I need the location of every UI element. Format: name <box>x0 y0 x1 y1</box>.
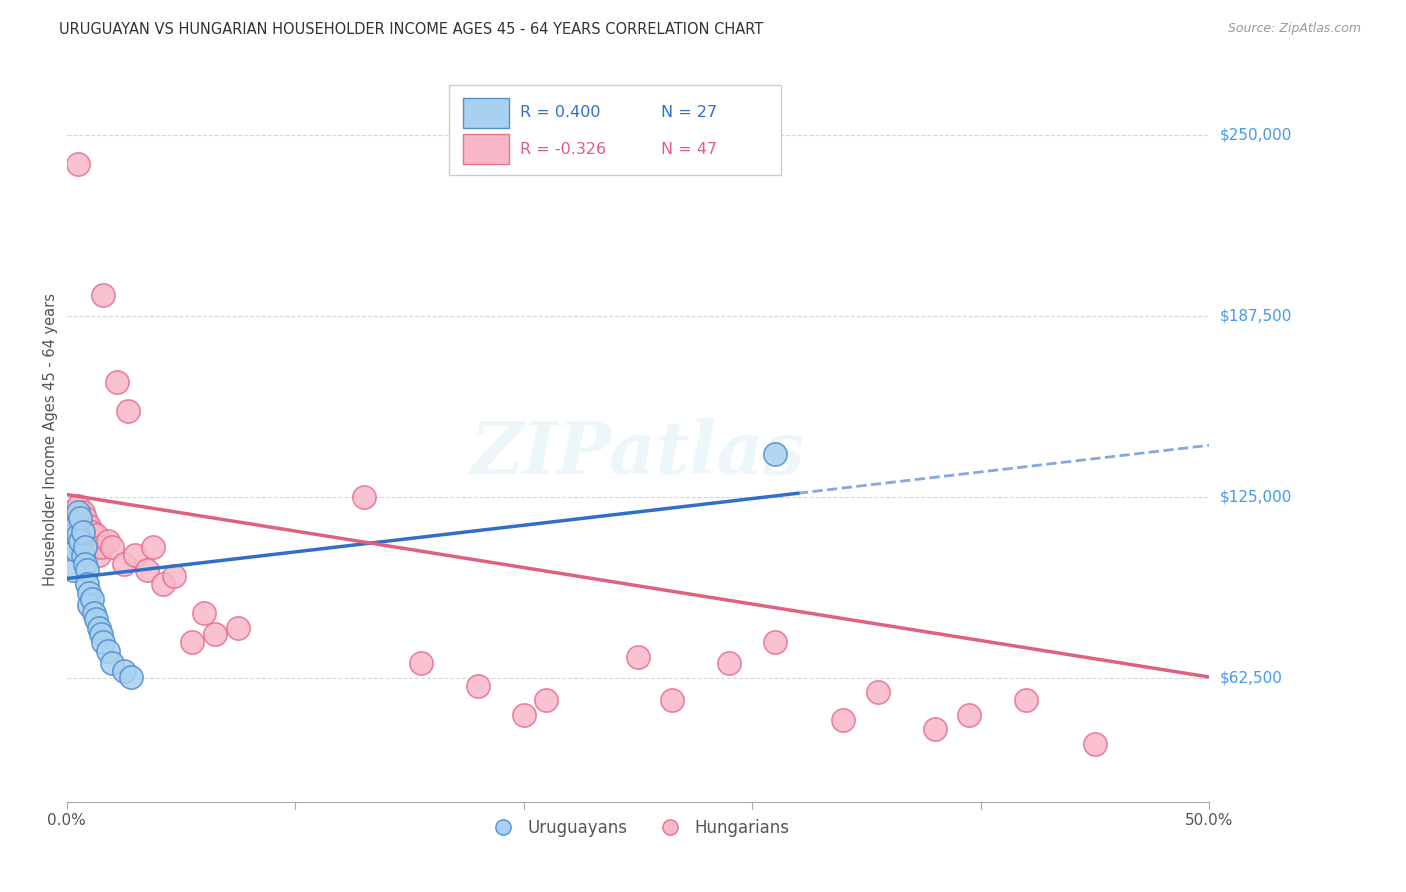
Point <box>120 670 142 684</box>
Point <box>62 519 84 533</box>
Point <box>83 540 105 554</box>
Point <box>73 540 96 554</box>
Point <box>72 528 94 542</box>
Point <box>866 684 889 698</box>
Point <box>152 577 174 591</box>
Point <box>90 540 112 554</box>
Point <box>193 607 215 621</box>
Point <box>80 525 103 540</box>
Point <box>79 598 101 612</box>
Text: $187,500: $187,500 <box>1220 309 1292 324</box>
Point <box>117 403 139 417</box>
Point <box>79 540 101 554</box>
Point <box>957 707 980 722</box>
Point <box>66 157 89 171</box>
Point <box>112 665 135 679</box>
Point <box>79 519 101 533</box>
Point <box>832 714 855 728</box>
Point <box>76 533 98 548</box>
Point <box>1015 693 1038 707</box>
Point <box>627 649 650 664</box>
Point <box>1084 737 1107 751</box>
Point <box>84 528 107 542</box>
Point <box>97 533 120 548</box>
Point <box>163 568 186 582</box>
Point <box>101 656 124 670</box>
Text: N = 27: N = 27 <box>661 105 717 120</box>
Point <box>97 644 120 658</box>
Point <box>124 549 146 563</box>
Point <box>536 693 558 707</box>
Point <box>73 557 96 571</box>
FancyBboxPatch shape <box>450 85 780 175</box>
Point <box>76 563 98 577</box>
Point <box>409 656 432 670</box>
Point <box>135 563 157 577</box>
Point <box>69 533 91 548</box>
Point <box>763 635 786 649</box>
Point <box>91 635 114 649</box>
Legend: Uruguayans, Hungarians: Uruguayans, Hungarians <box>479 813 796 844</box>
Point <box>76 577 98 591</box>
Point <box>72 549 94 563</box>
Point <box>66 528 89 542</box>
Point <box>101 540 124 554</box>
Point <box>661 693 683 707</box>
Point <box>718 656 741 670</box>
Text: $250,000: $250,000 <box>1220 128 1292 143</box>
Point <box>226 621 249 635</box>
Point <box>69 519 91 533</box>
Point <box>83 607 105 621</box>
Point <box>112 557 135 571</box>
Point <box>66 499 89 513</box>
Point <box>73 510 96 524</box>
Point <box>87 621 110 635</box>
Text: $62,500: $62,500 <box>1220 671 1284 686</box>
Text: R = 0.400: R = 0.400 <box>520 105 600 120</box>
Point <box>72 525 94 540</box>
Text: $125,000: $125,000 <box>1220 490 1292 505</box>
Point <box>467 679 489 693</box>
Point <box>65 519 87 533</box>
Point <box>763 447 786 461</box>
Point <box>181 635 204 649</box>
Point <box>142 540 165 554</box>
Point <box>90 626 112 640</box>
Text: Source: ZipAtlas.com: Source: ZipAtlas.com <box>1227 22 1361 36</box>
Point <box>65 510 87 524</box>
Point <box>105 375 128 389</box>
Point <box>204 626 226 640</box>
Text: ZIPatlas: ZIPatlas <box>471 418 804 490</box>
Point <box>924 722 946 736</box>
Point <box>80 591 103 606</box>
Point <box>353 491 375 505</box>
Point <box>512 707 534 722</box>
Y-axis label: Householder Income Ages 45 - 64 years: Householder Income Ages 45 - 64 years <box>44 293 58 586</box>
Point <box>72 505 94 519</box>
Point <box>65 542 87 557</box>
Point <box>84 612 107 626</box>
Point <box>69 510 91 524</box>
Text: N = 47: N = 47 <box>661 142 717 157</box>
Point <box>62 563 84 577</box>
Point <box>91 287 114 301</box>
Text: R = -0.326: R = -0.326 <box>520 142 606 157</box>
Point <box>79 586 101 600</box>
Text: URUGUAYAN VS HUNGARIAN HOUSEHOLDER INCOME AGES 45 - 64 YEARS CORRELATION CHART: URUGUAYAN VS HUNGARIAN HOUSEHOLDER INCOM… <box>59 22 763 37</box>
FancyBboxPatch shape <box>463 98 509 128</box>
Point <box>66 505 89 519</box>
Point <box>60 505 83 519</box>
Point <box>60 540 83 554</box>
FancyBboxPatch shape <box>463 134 509 164</box>
Point <box>87 549 110 563</box>
